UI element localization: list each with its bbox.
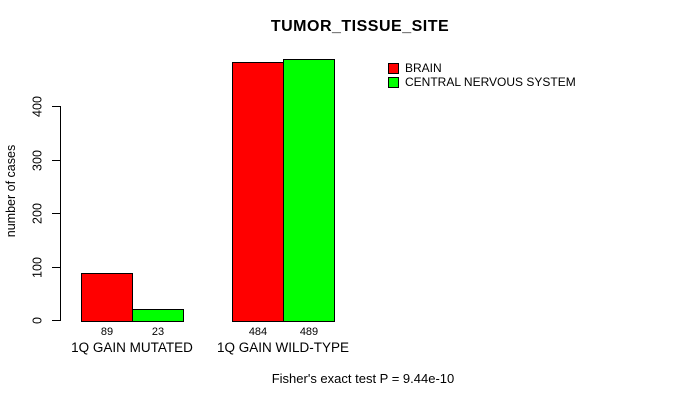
y-axis-tick — [52, 320, 61, 321]
y-axis-tick — [52, 160, 61, 161]
legend-swatch — [388, 77, 399, 88]
x-category-label: 1Q GAIN WILD-TYPE — [216, 340, 350, 355]
x-category-label: 1Q GAIN MUTATED — [71, 340, 193, 355]
y-axis-tick-label: 0 — [30, 317, 45, 324]
y-axis-tick-label: 100 — [30, 257, 45, 278]
bar — [232, 62, 284, 322]
y-axis-tick — [52, 213, 61, 214]
bar-value-label: 89 — [100, 326, 114, 338]
bar-value-label: 23 — [151, 326, 165, 338]
y-axis-title: number of cases — [4, 144, 18, 238]
y-axis-tick — [52, 106, 61, 107]
chart-title: TUMOR_TISSUE_SITE — [270, 18, 450, 35]
legend-item: CENTRAL NERVOUS SYSTEM — [388, 75, 576, 89]
stat-test-annotation: Fisher's exact test P = 9.44e-10 — [271, 371, 455, 386]
bar — [132, 309, 184, 322]
y-axis-tick-label: 300 — [30, 150, 45, 171]
legend-swatch — [388, 63, 399, 74]
bar-value-label: 489 — [299, 326, 319, 338]
y-axis-tick — [52, 267, 61, 268]
bar — [283, 59, 335, 322]
y-axis-tick-label: 200 — [30, 203, 45, 224]
legend-label: BRAIN — [405, 61, 442, 75]
legend: BRAIN CENTRAL NERVOUS SYSTEM — [388, 61, 576, 91]
bar — [81, 273, 133, 322]
legend-label: CENTRAL NERVOUS SYSTEM — [405, 75, 576, 89]
y-axis-tick-label: 400 — [30, 96, 45, 117]
legend-item: BRAIN — [388, 61, 576, 75]
bar-value-label: 484 — [248, 326, 268, 338]
